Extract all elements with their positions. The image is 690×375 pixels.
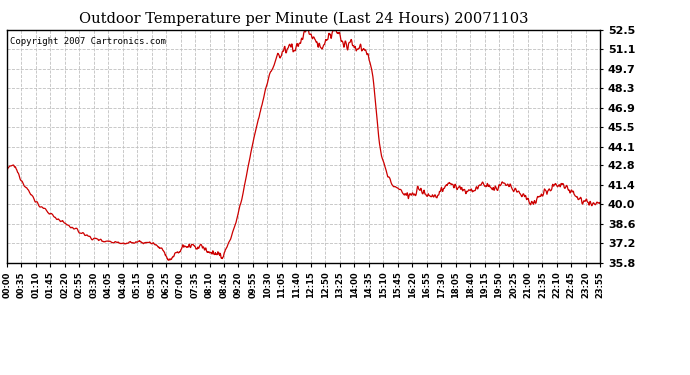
Title: Outdoor Temperature per Minute (Last 24 Hours) 20071103: Outdoor Temperature per Minute (Last 24 … [79, 12, 529, 26]
Text: Copyright 2007 Cartronics.com: Copyright 2007 Cartronics.com [10, 37, 166, 46]
